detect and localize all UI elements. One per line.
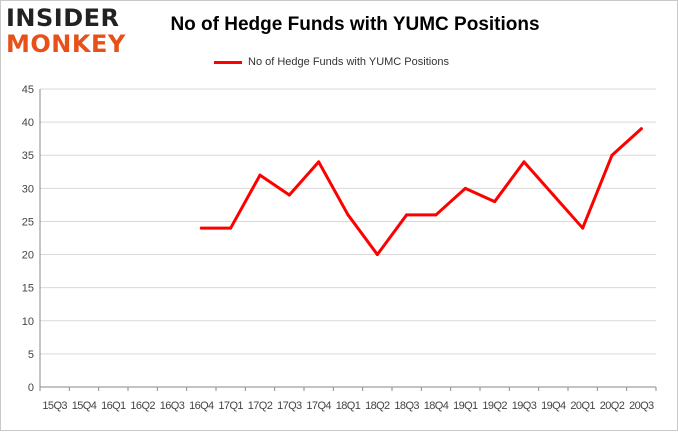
data-point xyxy=(375,253,379,257)
data-point xyxy=(346,213,350,217)
x-tick-label: 20Q1 xyxy=(570,400,595,412)
legend-label: No of Hedge Funds with YUMC Positions xyxy=(248,56,449,68)
legend-swatch xyxy=(214,60,242,64)
data-point xyxy=(581,226,585,230)
x-tick-label: 18Q1 xyxy=(336,400,361,412)
x-tick-label: 20Q2 xyxy=(600,400,625,412)
insider-monkey-logo: INSIDER MONKEY xyxy=(6,6,128,58)
x-tick-label: 16Q4 xyxy=(189,400,214,412)
x-tick-label: 19Q2 xyxy=(482,400,507,412)
data-point xyxy=(551,193,555,197)
y-tick-label: 20 xyxy=(22,250,34,262)
data-point xyxy=(610,153,614,157)
y-tick-label: 0 xyxy=(28,382,34,394)
x-tick-label: 18Q2 xyxy=(365,400,390,412)
y-tick-label: 5 xyxy=(28,349,34,361)
y-tick-label: 35 xyxy=(22,150,34,162)
x-tick-label: 16Q2 xyxy=(130,400,155,412)
logo-top-text: INSIDER xyxy=(6,4,120,32)
data-point xyxy=(229,226,233,230)
x-tick-label: 19Q1 xyxy=(453,400,478,412)
y-tick-label: 40 xyxy=(22,117,34,129)
y-tick-label: 25 xyxy=(22,216,34,228)
data-point xyxy=(522,160,526,164)
x-tick-label: 17Q3 xyxy=(277,400,302,412)
x-tick-label: 15Q3 xyxy=(42,400,67,412)
x-tick-label: 17Q4 xyxy=(306,400,331,412)
data-point xyxy=(258,173,262,177)
data-point xyxy=(463,186,467,190)
chart-legend: No of Hedge Funds with YUMC Positions xyxy=(214,54,449,70)
data-point xyxy=(434,213,438,217)
y-tick-label: 15 xyxy=(22,283,34,295)
x-tick-label: 16Q1 xyxy=(101,400,126,412)
chart-title: No of Hedge Funds with YUMC Positions xyxy=(170,14,540,35)
data-point xyxy=(493,200,497,204)
x-tick-label: 17Q2 xyxy=(248,400,273,412)
y-tick-label: 30 xyxy=(22,183,34,195)
x-tick-label: 19Q4 xyxy=(541,400,566,412)
data-point xyxy=(317,160,321,164)
x-tick-label: 18Q3 xyxy=(394,400,419,412)
series-line xyxy=(199,127,643,257)
data-point xyxy=(639,127,643,131)
y-tick-label: 10 xyxy=(22,316,34,328)
x-tick-label: 20Q3 xyxy=(629,400,654,412)
x-tick-label: 15Q4 xyxy=(72,400,97,412)
data-point xyxy=(199,226,203,230)
x-tick-label: 19Q3 xyxy=(512,400,537,412)
logo-bottom-text: MONKEY xyxy=(6,30,126,58)
y-tick-label: 45 xyxy=(22,84,34,96)
x-tick-label: 16Q3 xyxy=(160,400,185,412)
x-tick-label: 17Q1 xyxy=(218,400,243,412)
x-tick-label: 18Q4 xyxy=(424,400,449,412)
data-point xyxy=(287,193,291,197)
data-point xyxy=(405,213,409,217)
